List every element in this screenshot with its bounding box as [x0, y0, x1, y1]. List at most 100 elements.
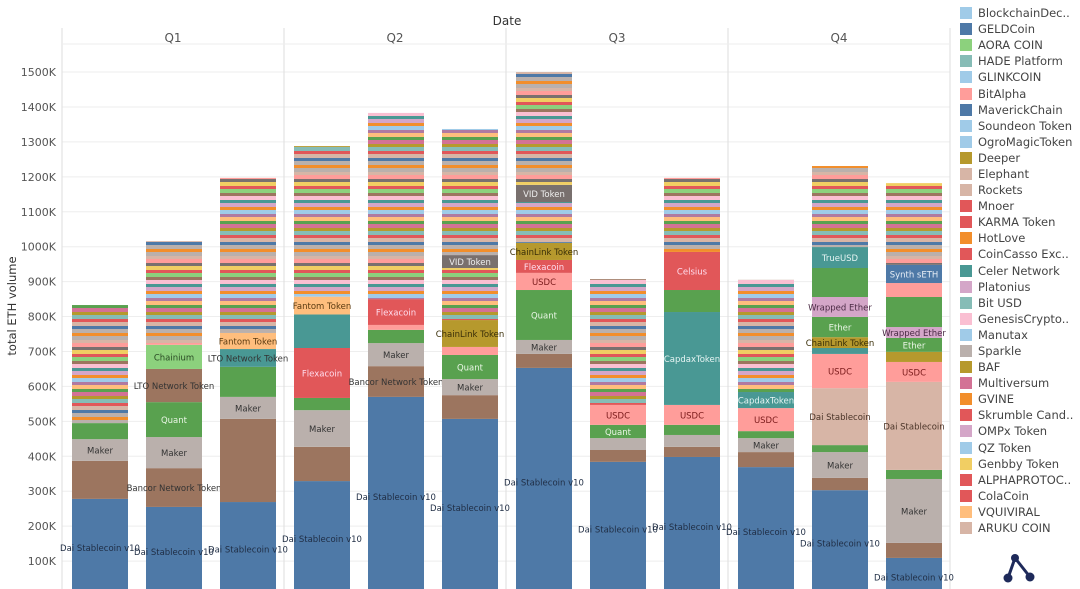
- legend-item[interactable]: ALPHAPROTOC..: [960, 472, 1080, 488]
- bar-segment[interactable]: [812, 166, 868, 248]
- bar-segment[interactable]: [590, 424, 646, 439]
- bar-segment[interactable]: [516, 367, 572, 589]
- bar-segment[interactable]: [368, 343, 424, 367]
- bar-segment[interactable]: [368, 112, 424, 300]
- legend-item[interactable]: KARMA Token: [960, 214, 1080, 230]
- legend-item[interactable]: MaverickChain: [960, 102, 1080, 118]
- bar-segment[interactable]: [590, 404, 646, 425]
- bar-segment[interactable]: [812, 268, 868, 297]
- bar-segment[interactable]: [220, 418, 276, 503]
- bar-segment[interactable]: [294, 314, 350, 348]
- bar-segment[interactable]: [738, 408, 794, 432]
- legend-item[interactable]: Bit USD: [960, 295, 1080, 311]
- bar-segment[interactable]: [886, 557, 942, 589]
- bar-segment[interactable]: [72, 423, 128, 440]
- legend-item[interactable]: Manutax: [960, 327, 1080, 343]
- bar-segment[interactable]: [146, 437, 202, 469]
- bar-segment[interactable]: [886, 351, 942, 362]
- legend-item[interactable]: GenesisCrypto..: [960, 311, 1080, 327]
- bar-12[interactable]: Dai Stablecoin v10 Maker Dai Stablecoin USD…: [874, 183, 954, 589]
- bar-segment[interactable]: [294, 481, 350, 589]
- bar-segment[interactable]: [516, 242, 572, 260]
- bar-segment[interactable]: [294, 347, 350, 398]
- legend-item[interactable]: AORA COIN: [960, 37, 1080, 53]
- bar-segment[interactable]: [442, 128, 498, 256]
- bar-segment[interactable]: [590, 449, 646, 462]
- legend-item[interactable]: HotLove: [960, 230, 1080, 246]
- bar-segment[interactable]: [72, 305, 128, 424]
- bar-segment[interactable]: [886, 478, 942, 543]
- bar-segment[interactable]: [72, 498, 128, 589]
- bar-segment[interactable]: [738, 392, 794, 409]
- bar-segment[interactable]: [368, 396, 424, 589]
- bar-segment[interactable]: [368, 299, 424, 325]
- bar-segment[interactable]: [664, 251, 720, 291]
- bar-11[interactable]: Dai Stablecoin v10 Maker Dai Stablecoin USD…: [800, 166, 880, 589]
- bar-segment[interactable]: [516, 339, 572, 354]
- bar-segment[interactable]: [738, 279, 794, 393]
- bar-4[interactable]: Dai Stablecoin v10 Maker Flexacoin Fantom T…: [282, 146, 362, 589]
- bar-segment[interactable]: [812, 296, 868, 317]
- bar-10[interactable]: Dai Stablecoin v10 Maker USDC CapdaxToken: [726, 279, 806, 589]
- bar-1[interactable]: Dai Stablecoin v10 Maker: [60, 305, 140, 589]
- bar-segment[interactable]: [812, 477, 868, 491]
- bar-segment[interactable]: [146, 368, 202, 403]
- bar-segment[interactable]: [886, 381, 942, 470]
- legend-item[interactable]: Multiversum: [960, 375, 1080, 391]
- bar-segment[interactable]: [812, 247, 868, 269]
- bar-segment[interactable]: [812, 445, 868, 453]
- bar-segment[interactable]: [812, 452, 868, 478]
- bar-5[interactable]: Dai Stablecoin v10 Bancor Network Token Ma…: [349, 112, 444, 589]
- bar-segment[interactable]: [442, 255, 498, 269]
- bar-segment[interactable]: [146, 344, 202, 369]
- bar-6[interactable]: Dai Stablecoin v10 Maker Quant ChainLink To…: [430, 128, 510, 589]
- bar-8[interactable]: Dai Stablecoin v10 Quant USDC: [578, 279, 658, 589]
- bar-segment[interactable]: [664, 424, 720, 435]
- bar-segment[interactable]: [886, 296, 942, 328]
- legend-item[interactable]: Sparkle: [960, 343, 1080, 359]
- bar-segment[interactable]: [664, 404, 720, 425]
- bar-segment[interactable]: [220, 332, 276, 350]
- legend-item[interactable]: ARUKU COIN: [960, 520, 1080, 536]
- bar-segment[interactable]: [368, 366, 424, 397]
- legend-item[interactable]: QZ Token: [960, 440, 1080, 456]
- legend-item[interactable]: VQUIVIRAL: [960, 504, 1080, 520]
- bar-segment[interactable]: [294, 397, 350, 411]
- bar-segment[interactable]: [516, 290, 572, 340]
- bar-segment[interactable]: [294, 446, 350, 482]
- bar-segment[interactable]: [886, 469, 942, 479]
- bar-segment[interactable]: [886, 283, 942, 297]
- bar-segment[interactable]: [516, 272, 572, 291]
- legend-item[interactable]: Mnoer: [960, 198, 1080, 214]
- bar-segment[interactable]: [886, 337, 942, 352]
- legend-item[interactable]: Genbby Token: [960, 456, 1080, 472]
- bar-segment[interactable]: [812, 353, 868, 389]
- legend-item[interactable]: CoinCasso Exc..: [960, 246, 1080, 262]
- bar-segment[interactable]: [812, 388, 868, 446]
- bar-segment[interactable]: [664, 456, 720, 589]
- bar-segment[interactable]: [368, 329, 424, 344]
- legend-item[interactable]: ColaCoin: [960, 488, 1080, 504]
- bar-segment[interactable]: [886, 361, 942, 382]
- bar-segment[interactable]: [590, 438, 646, 450]
- legend-item[interactable]: GVINE: [960, 391, 1080, 407]
- bar-segment[interactable]: [516, 72, 572, 185]
- bar-segment[interactable]: [516, 184, 572, 202]
- legend-item[interactable]: Skrumble Cand..: [960, 407, 1080, 423]
- legend-item[interactable]: Soundeon Token: [960, 118, 1080, 134]
- bar-segment[interactable]: [590, 279, 646, 405]
- bar-segment[interactable]: [664, 312, 720, 405]
- legend-item[interactable]: BlockchainDec..: [960, 5, 1080, 21]
- bar-segment[interactable]: [812, 337, 868, 348]
- legend-item[interactable]: OgroMagicToken: [960, 134, 1080, 150]
- bar-3[interactable]: Dai Stablecoin v10 Maker LTO Network Token…: [208, 177, 289, 589]
- bar-segment[interactable]: [516, 201, 572, 243]
- bar-segment[interactable]: [886, 327, 942, 338]
- bar-segment[interactable]: [664, 434, 720, 447]
- legend-item[interactable]: Platonius: [960, 279, 1080, 295]
- bar-segment[interactable]: [442, 268, 498, 321]
- bar-segment[interactable]: [294, 410, 350, 447]
- bar-segment[interactable]: [146, 241, 202, 345]
- bar-segment[interactable]: [368, 324, 424, 330]
- bar-7[interactable]: Dai Stablecoin v10 Maker Quant USDC Flexacoi…: [504, 72, 584, 589]
